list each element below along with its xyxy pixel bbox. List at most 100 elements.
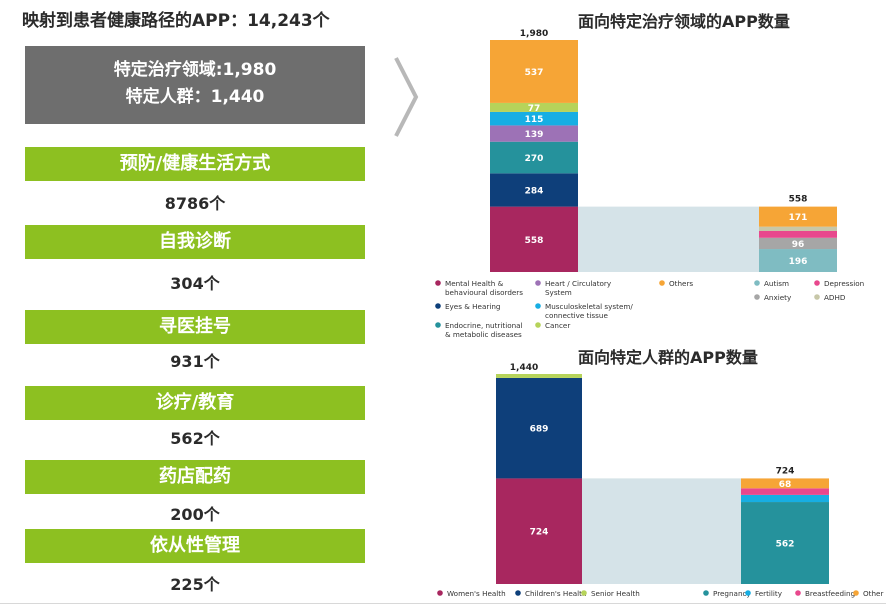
count-doctor-appointment: 931个	[170, 352, 220, 371]
chart2-legend-3-marker	[703, 590, 709, 596]
chart2-legend-0-label: Women's Health	[447, 589, 506, 598]
category-doctor-appointment: 寻医挂号	[25, 310, 365, 344]
chart1-legend-right-0-marker	[754, 280, 760, 286]
summary-therapy-areas: 特定治疗领域:1,980	[113, 60, 277, 80]
left-panel: 映射到患者健康路径的APP：14,243个 特定治疗领域:1,980 特定人群：…	[0, 0, 395, 612]
chart2-legend-3-label: Pregnancy	[713, 589, 751, 598]
chart1-right-bar-value-4: 171	[789, 213, 808, 223]
summary-populations: 特定人群：1,440	[125, 87, 265, 107]
chart1-left-bar-value-0: 558	[525, 236, 544, 246]
category-prevention: 预防/健康生活方式	[25, 147, 365, 181]
chart1-right-bar-segment-3	[759, 226, 837, 231]
chart1-left-bar-segment-5	[490, 102, 578, 112]
chart2-legend-0-marker	[437, 590, 443, 596]
chart2-right-bar-value-0: 562	[776, 540, 795, 550]
chart1-legend-6-marker	[535, 322, 541, 328]
population-chart: 724 689 1,440 562 68 724 Women's Health Childre…	[437, 363, 883, 598]
chart1-legend-5-label: Endocrine, nutritional	[445, 321, 523, 330]
chart1-right-bar-segment-0	[759, 249, 837, 272]
chart1-left-bar-segment-1	[490, 173, 578, 207]
category-adherence: 依从性管理	[25, 529, 365, 563]
chart1-legend-right-1-marker	[814, 280, 820, 286]
chart2-legend-5-marker	[795, 590, 801, 596]
chart2-right-bar-segment-0	[741, 502, 829, 584]
chart2-left-bar-segment-1	[496, 377, 582, 479]
chart1-left-total: 1,980	[520, 29, 548, 39]
chart1-legend-4-label-1: connective tissue	[545, 311, 608, 320]
chart1-legend-4-marker	[535, 303, 541, 309]
chart1-left-bar-value-2: 270	[525, 154, 544, 164]
footer-divider	[0, 603, 886, 604]
count-self-diagnosis: 304个	[170, 274, 220, 293]
chart1-legend-0-marker	[435, 280, 441, 286]
chart1-title: 面向特定治疗领域的APP数量	[578, 12, 790, 31]
chart2-legend-4-label: Fertility	[755, 589, 783, 598]
chart1-legend-0-label: Mental Health &	[445, 279, 504, 288]
chart2-left-bar-segment-2	[496, 374, 582, 378]
chart1-right-bar-segment-2	[759, 230, 837, 238]
chart2-left-bar-segment-0	[496, 478, 582, 584]
chart1-legend-1-label-1: System	[545, 288, 572, 297]
page-title: 映射到患者健康路径的APP：14,243个	[22, 11, 330, 31]
chart1-legend-1-marker	[535, 280, 541, 286]
chart1-legend-right-2-marker	[754, 294, 760, 300]
chart1-left-bar-segment-6	[490, 40, 578, 103]
chart2-right-bar-segment-1	[741, 494, 829, 503]
chart1-left-bar-segment-2	[490, 141, 578, 174]
count-prevention: 8786个	[164, 194, 226, 213]
chart1-legend-3-label: Eyes & Hearing	[445, 302, 500, 311]
chart2-legend-1-label: Children's Health	[525, 589, 587, 598]
chart1-legend-right-0-label: Autism	[764, 279, 789, 288]
count-treatment-education: 562个	[170, 429, 220, 448]
chart1-right-bar-value-0: 196	[789, 257, 808, 267]
chart1-legend-4-label: Musculoskeletal system/	[545, 302, 633, 311]
category-treatment-education: 诊疗/教育	[25, 386, 365, 420]
chart2-left-bar-value-1: 689	[530, 425, 549, 435]
chart2-right-bar-value-3: 68	[779, 480, 792, 490]
chart1-left-bar-segment-0	[490, 206, 578, 272]
chart2-legend-4-marker	[745, 590, 751, 596]
chart1-left-bar-value-3: 139	[525, 130, 544, 140]
count-pharmacy: 200个	[170, 505, 220, 524]
chart2-legend-6-marker	[853, 590, 859, 596]
chevron-right-icon	[394, 57, 419, 137]
chart1-legend-1-label: Heart / Circulatory	[545, 279, 612, 288]
chart2-left-bar-value-0: 724	[530, 528, 549, 538]
chart1-legend-5-label-1: & metabolic diseases	[445, 330, 522, 339]
chart1-legend-right-2-label: Anxiety	[764, 293, 792, 302]
chart1-right-bar-segment-1	[759, 237, 837, 250]
chart2-left-total: 1,440	[510, 363, 538, 373]
chart1-legend-right-1-label: Depression	[824, 279, 864, 288]
chart2-title: 面向特定人群的APP数量	[578, 348, 758, 367]
chart2-legend-2-marker	[581, 590, 587, 596]
chart1-legend-3-marker	[435, 303, 441, 309]
chart1-left-bar-segment-4	[490, 111, 578, 126]
chart1-left-bar-value-4: 115	[525, 115, 544, 125]
chart2-legend-2-label: Senior Health	[591, 589, 640, 598]
category-pharmacy: 药店配药	[25, 460, 365, 494]
count-adherence: 225个	[170, 575, 220, 594]
chart1-right-bar-value-1: 96	[792, 240, 805, 250]
chart1-left-bar-value-5: 77	[528, 104, 541, 114]
chart1-legend-2-label: Others	[669, 279, 693, 288]
chart1-right-bar-segment-4	[759, 206, 837, 227]
chart1-connector	[578, 206, 759, 272]
chart1-right-total: 558	[789, 195, 808, 205]
chart2-right-bar-segment-2	[741, 488, 829, 495]
chart2-legend-6-label: Other	[863, 589, 883, 598]
chart2-right-bar-segment-3	[741, 478, 829, 489]
chart2-legend-5-label: Breastfeeding	[805, 589, 855, 598]
chart1-legend-0-label-1: behavioural disorders	[445, 288, 523, 297]
chart1-legend-right-3-label: ADHD	[824, 293, 846, 302]
chart2-legend-1-marker	[515, 590, 521, 596]
chart2-connector	[582, 478, 741, 584]
chart1-legend-2-marker	[659, 280, 665, 286]
chart1-legend-right-3-marker	[814, 294, 820, 300]
chart1-left-bar-segment-3	[490, 125, 578, 142]
chart1-left-bar-value-1: 284	[525, 186, 544, 196]
summary-box: 特定治疗领域:1,980 特定人群：1,440	[25, 46, 365, 124]
chart1-legend-5-marker	[435, 322, 441, 328]
chart1-left-bar-value-6: 537	[525, 68, 544, 78]
category-self-diagnosis: 自我诊断	[25, 225, 365, 259]
